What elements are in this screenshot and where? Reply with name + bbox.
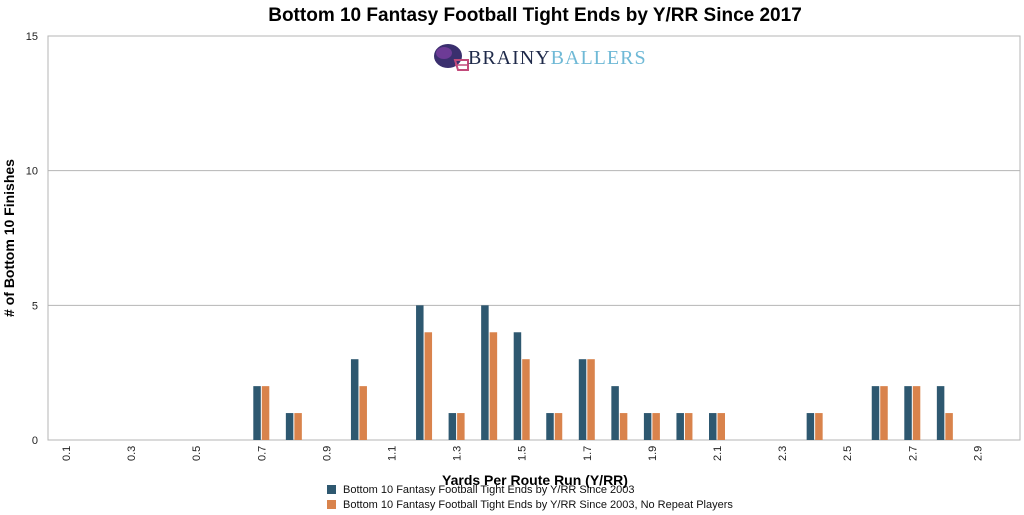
x-tick-label: 1.1 [387, 446, 399, 461]
bar-no-repeat-2-7 [912, 386, 921, 440]
x-axis-ticks: 0.1 0.3 0.5 0.7 0.9 1.1 1.3 1.5 1.7 1.9 2.1 2.3 2.5 2… [61, 446, 984, 461]
x-tick-label: 2.7 [907, 446, 919, 461]
chart-title: Bottom 10 Fantasy Football Tight Ends by… [268, 5, 802, 26]
bar-since-2003-1-8 [611, 386, 619, 440]
y-tick-label: 10 [26, 166, 38, 178]
bar-since-2003-1-5 [513, 332, 522, 440]
x-tick-label: 2.1 [712, 446, 724, 461]
x-tick-label: 1.5 [517, 446, 529, 461]
bar-no-repeat-1-4 [489, 332, 498, 440]
bar-since-2003-0-8 [285, 413, 294, 440]
bar-no-repeat-0-8 [294, 413, 302, 440]
bar-since-2003-1-4 [481, 305, 489, 440]
svg-text:BRAINYBALLERS: BRAINYBALLERS [468, 47, 647, 69]
football-helmet-icon [434, 44, 469, 71]
plot-frame [47, 35, 1021, 441]
bar-since-2003-2-6 [871, 386, 880, 440]
x-tick-label: 0.1 [61, 446, 73, 461]
bar-no-repeat-2-4 [815, 413, 823, 440]
y-axis-title: # of Bottom 10 Finishes [1, 159, 17, 317]
bar-since-2003-1-6 [546, 413, 554, 440]
y-tick-label: 15 [26, 31, 38, 43]
legend-swatch [327, 485, 336, 494]
grid [47, 35, 1021, 441]
y-tick-label: 5 [32, 300, 38, 312]
legend-label: Bottom 10 Fantasy Football Tight Ends by… [343, 499, 733, 511]
x-tick-label: 0.7 [256, 446, 268, 461]
bars [253, 305, 953, 440]
legend-label: Bottom 10 Fantasy Football Tight Ends by… [343, 484, 634, 496]
x-axis-title: Yards Per Route Run (Y/RR) [442, 472, 628, 488]
bar-since-2003-1-9 [643, 413, 652, 440]
brand-logo: BRAINYBALLERS [434, 44, 647, 71]
bar-no-repeat-2-1 [717, 413, 725, 440]
bar-no-repeat-1-0 [359, 386, 367, 440]
bar-since-2003-1-2 [416, 305, 424, 440]
bar-since-2003-1-0 [350, 359, 359, 440]
bar-since-2003-1-3 [448, 413, 457, 440]
bar-no-repeat-2-0 [684, 413, 693, 440]
bar-no-repeat-1-5 [522, 359, 530, 440]
x-tick-label: 1.9 [647, 446, 659, 461]
legend-swatch [327, 500, 336, 509]
y-tick-label: 0 [32, 435, 38, 447]
bar-no-repeat-1-9 [652, 413, 660, 440]
logo-text-brainy: BRAINY [468, 47, 551, 69]
logo-text-ballers: BALLERS [551, 47, 647, 69]
x-tick-label: 2.3 [777, 446, 789, 461]
y-axis-ticks: 0 5 10 15 [26, 31, 38, 447]
bar-since-2003-2-8 [936, 386, 945, 440]
bar-no-repeat-0-7 [261, 386, 270, 440]
bar-since-2003-2-7 [904, 386, 912, 440]
bar-since-2003-2-0 [676, 413, 684, 440]
bar-no-repeat-2-6 [880, 386, 888, 440]
x-tick-label: 0.3 [126, 446, 138, 461]
bar-no-repeat-1-8 [619, 413, 628, 440]
bar-since-2003-1-7 [578, 359, 587, 440]
x-tick-label: 2.5 [842, 446, 854, 461]
bar-no-repeat-1-6 [554, 413, 563, 440]
bar-no-repeat-1-3 [457, 413, 465, 440]
x-tick-label: 0.9 [321, 446, 333, 461]
bar-no-repeat-1-7 [587, 359, 595, 440]
legend: Bottom 10 Fantasy Football Tight Ends by… [327, 484, 733, 511]
bar-since-2003-2-4 [806, 413, 815, 440]
bar-since-2003-0-7 [253, 386, 261, 440]
x-tick-label: 1.3 [452, 446, 464, 461]
bar-since-2003-2-1 [709, 413, 717, 440]
bar-no-repeat-2-8 [945, 413, 953, 440]
x-tick-label: 1.7 [582, 446, 594, 461]
x-tick-label: 2.9 [972, 446, 984, 461]
bar-no-repeat-1-2 [424, 332, 433, 440]
x-tick-label: 0.5 [191, 446, 203, 461]
